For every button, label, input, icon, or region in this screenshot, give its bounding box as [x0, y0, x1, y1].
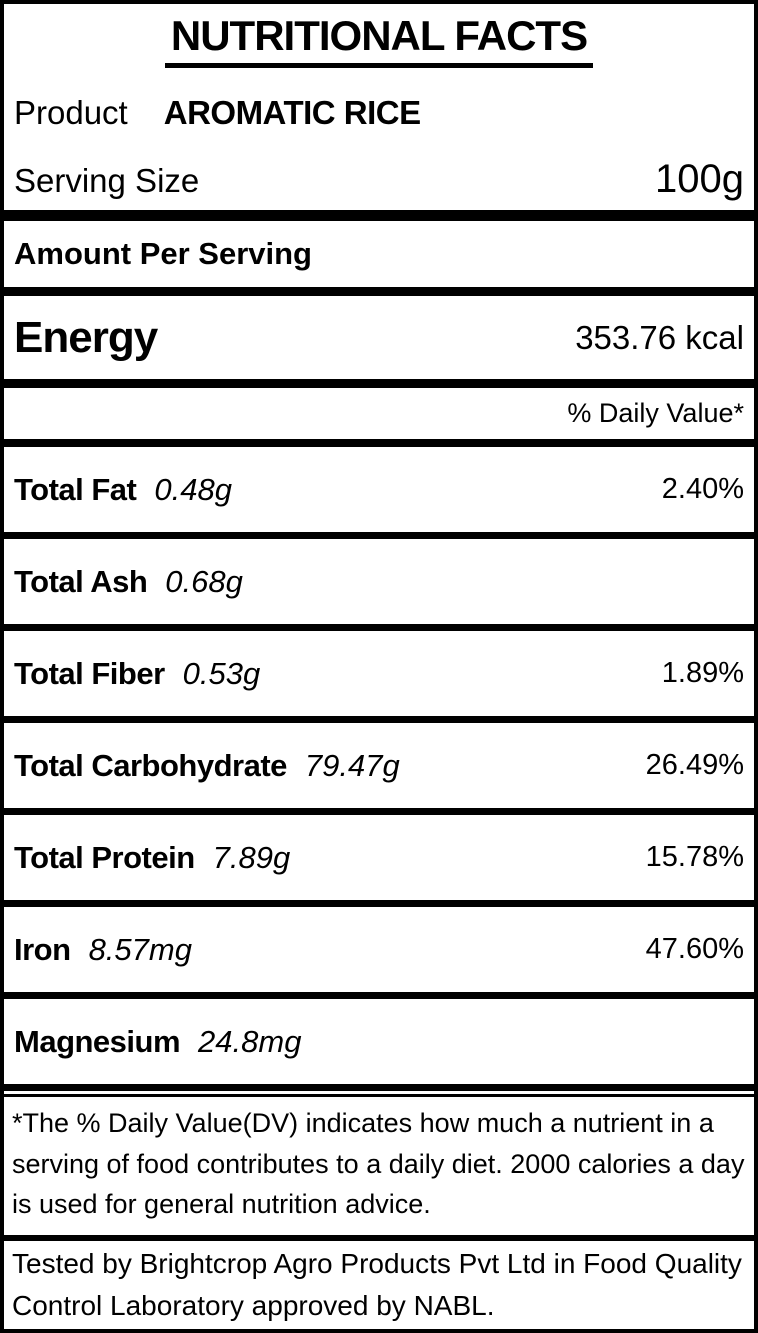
label-title: NUTRITIONAL FACTS [164, 13, 594, 69]
nutrient-row: Total Protein 7.89g 15.78% [4, 815, 754, 900]
product-row: Product AROMATIC RICE [14, 94, 744, 132]
nutrient-name: Total Ash [14, 563, 148, 599]
nutrient-row: Magnesium 24.8mg [4, 999, 754, 1084]
nutrient-name: Total Fat [14, 471, 137, 507]
serving-size-row: Serving Size 100g [14, 157, 744, 202]
nutrient-left: Iron 8.57mg [14, 932, 192, 968]
nutrient-amount: 79.47g [304, 747, 400, 783]
nutrient-row: Total Carbohydrate 79.47g 26.49% [4, 723, 754, 808]
daily-value-header: % Daily Value* [567, 398, 744, 428]
nutrient-left: Total Carbohydrate 79.47g [14, 748, 400, 784]
nutrient-daily-value: 47.60% [645, 933, 744, 965]
nutrient-row: Total Fat 0.48g 2.40% [4, 447, 754, 532]
nutrient-name: Total Fiber [14, 655, 165, 691]
nutrient-daily-value: 2.40% [661, 473, 744, 505]
energy-label: Energy [14, 312, 158, 362]
nutrient-left: Total Ash 0.68g [14, 564, 243, 600]
nutrient-amount: 8.57mg [88, 931, 192, 967]
nutrient-row: Total Fiber 0.53g 1.89% [4, 631, 754, 716]
nutrient-amount: 24.8mg [198, 1023, 302, 1059]
nutrient-rows: Total Fat 0.48g 2.40% Total Ash 0.68g Tota… [4, 447, 754, 1084]
product-label: Product [14, 93, 128, 131]
nutrient-amount: 0.48g [154, 471, 232, 507]
product-name: AROMATIC RICE [163, 93, 421, 131]
nutrient-name: Iron [14, 931, 71, 967]
energy-value: 353.76 kcal [575, 318, 744, 356]
title-wrap: NUTRITIONAL FACTS [14, 13, 744, 69]
nutrient-daily-value: 1.89% [661, 657, 744, 689]
daily-value-footnote: *The % Daily Value(DV) indicates how muc… [4, 1097, 754, 1235]
nutrient-left: Total Protein 7.89g [14, 840, 290, 876]
nutrient-daily-value: 15.78% [645, 841, 744, 873]
nutrient-daily-value: 26.49% [645, 749, 744, 781]
energy-row: Energy 353.76 kcal [4, 296, 754, 379]
nutrient-name: Total Protein [14, 839, 195, 875]
nutrient-name: Magnesium [14, 1023, 181, 1059]
daily-value-header-row: % Daily Value* [4, 388, 754, 439]
nutrient-amount: 0.53g [182, 655, 261, 691]
label-header: NUTRITIONAL FACTS Product AROMATIC RICE … [4, 4, 754, 210]
nutrient-row: Iron 8.57mg 47.60% [4, 907, 754, 992]
nutrient-amount: 7.89g [212, 839, 291, 875]
nutrient-row: Total Ash 0.68g [4, 539, 754, 624]
serving-size-label: Serving Size [14, 162, 200, 199]
nutrient-amount: 0.68g [165, 563, 243, 599]
amount-per-serving-label: Amount Per Serving [14, 236, 312, 271]
nutrient-left: Magnesium 24.8mg [14, 1024, 301, 1060]
tested-by-note: Tested by Brightcrop Agro Products Pvt L… [4, 1241, 754, 1329]
nutrient-left: Total Fat 0.48g [14, 472, 232, 508]
nutrient-name: Total Carbohydrate [14, 747, 287, 783]
amount-per-serving-row: Amount Per Serving [4, 221, 754, 287]
double-separator [4, 1084, 754, 1097]
nutrient-left: Total Fiber 0.53g [14, 656, 260, 692]
serving-size-value: 100g [655, 157, 744, 201]
